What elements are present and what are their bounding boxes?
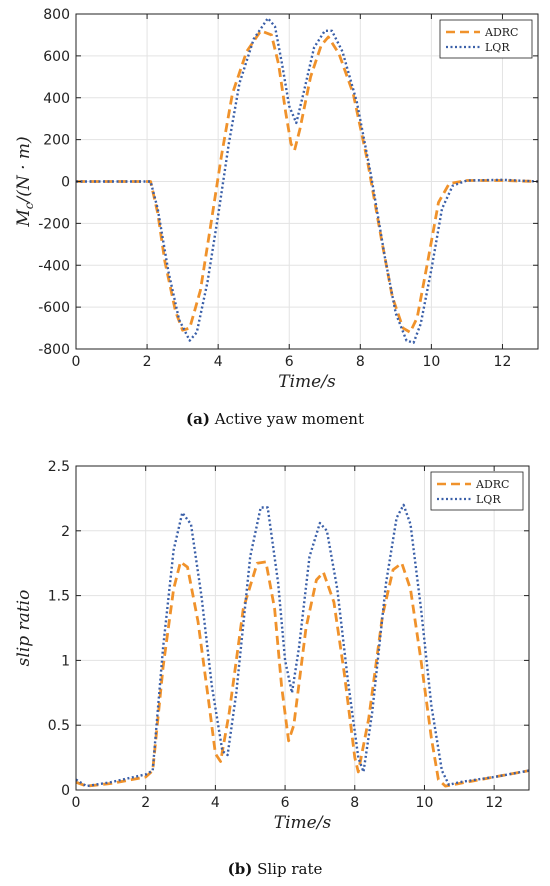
y-tick-label: -400 bbox=[38, 258, 70, 274]
series-line-lqr bbox=[76, 503, 529, 788]
y-tick-label: -800 bbox=[38, 342, 70, 358]
x-tick-label: 6 bbox=[281, 795, 290, 811]
legend: ADRC LQR bbox=[430, 471, 524, 511]
legend-box bbox=[439, 19, 533, 59]
y-tick-label: 800 bbox=[43, 7, 70, 23]
legend-label-lqr: LQR bbox=[476, 493, 501, 506]
x-tick-label: 8 bbox=[356, 354, 365, 370]
y-tick-label: 2 bbox=[61, 524, 70, 540]
x-tick-label: 2 bbox=[143, 354, 152, 370]
y-tick-label: -600 bbox=[38, 300, 70, 316]
caption-b-label: (b) bbox=[227, 860, 253, 878]
caption-a-text: Active yaw moment bbox=[209, 410, 364, 428]
y-tick-label: 1 bbox=[61, 653, 70, 669]
y-tick-label: 200 bbox=[43, 133, 70, 149]
caption-b-text: Slip rate bbox=[252, 860, 323, 878]
caption-a: (a) Active yaw moment bbox=[0, 410, 550, 428]
series-line-adrc bbox=[76, 29, 538, 334]
plot-frame bbox=[75, 465, 530, 791]
x-tick-label: 4 bbox=[214, 354, 223, 370]
x-tick-label: 4 bbox=[211, 795, 220, 811]
y-tick-label: 0 bbox=[61, 783, 70, 799]
x-tick-label: 12 bbox=[485, 795, 503, 811]
series-line-adrc bbox=[76, 560, 529, 788]
y-tick-label: -200 bbox=[38, 216, 70, 232]
y-tick-label: 600 bbox=[43, 49, 70, 65]
x-tick-label: 8 bbox=[350, 795, 359, 811]
y-tick-label: 0.5 bbox=[48, 718, 70, 734]
y-tick-label: 2.5 bbox=[48, 459, 70, 475]
legend-label-adrc: ADRC bbox=[475, 478, 509, 491]
legend-label-lqr: LQR bbox=[485, 41, 510, 54]
x-tick-label: 2 bbox=[141, 795, 150, 811]
y-tick-label: 1.5 bbox=[48, 589, 70, 605]
legend-label-adrc: ADRC bbox=[484, 26, 518, 39]
x-axis-label: Time/s bbox=[278, 372, 336, 392]
y-axis-label: slip ratio bbox=[14, 590, 34, 667]
x-tick-label: 12 bbox=[494, 354, 512, 370]
y-tick-label: 0 bbox=[61, 175, 70, 191]
chart-active-yaw-moment: 0 2 4 6 8 10 12 -800 -600 -400 -200 0 200 400 600 800 Ti… bbox=[14, 7, 539, 392]
legend-box bbox=[430, 471, 524, 511]
y-axis-label: Mc/(N · m) bbox=[14, 136, 36, 227]
x-axis-label: Time/s bbox=[274, 813, 332, 833]
x-tick-label: 0 bbox=[72, 795, 81, 811]
chart-slip-ratio: 0 2 4 6 8 10 12 0 0.5 1 1.5 2 2.5 Time/s slip ratio ADR… bbox=[14, 459, 530, 833]
caption-a-label: (a) bbox=[186, 410, 210, 428]
x-tick-label: 6 bbox=[285, 354, 294, 370]
caption-b: (b) Slip rate bbox=[0, 860, 550, 878]
y-tick-label: 400 bbox=[43, 91, 70, 107]
x-tick-label: 0 bbox=[72, 354, 81, 370]
x-tick-label: 10 bbox=[416, 795, 434, 811]
legend: ADRC LQR bbox=[439, 19, 533, 59]
x-tick-label: 10 bbox=[422, 354, 440, 370]
